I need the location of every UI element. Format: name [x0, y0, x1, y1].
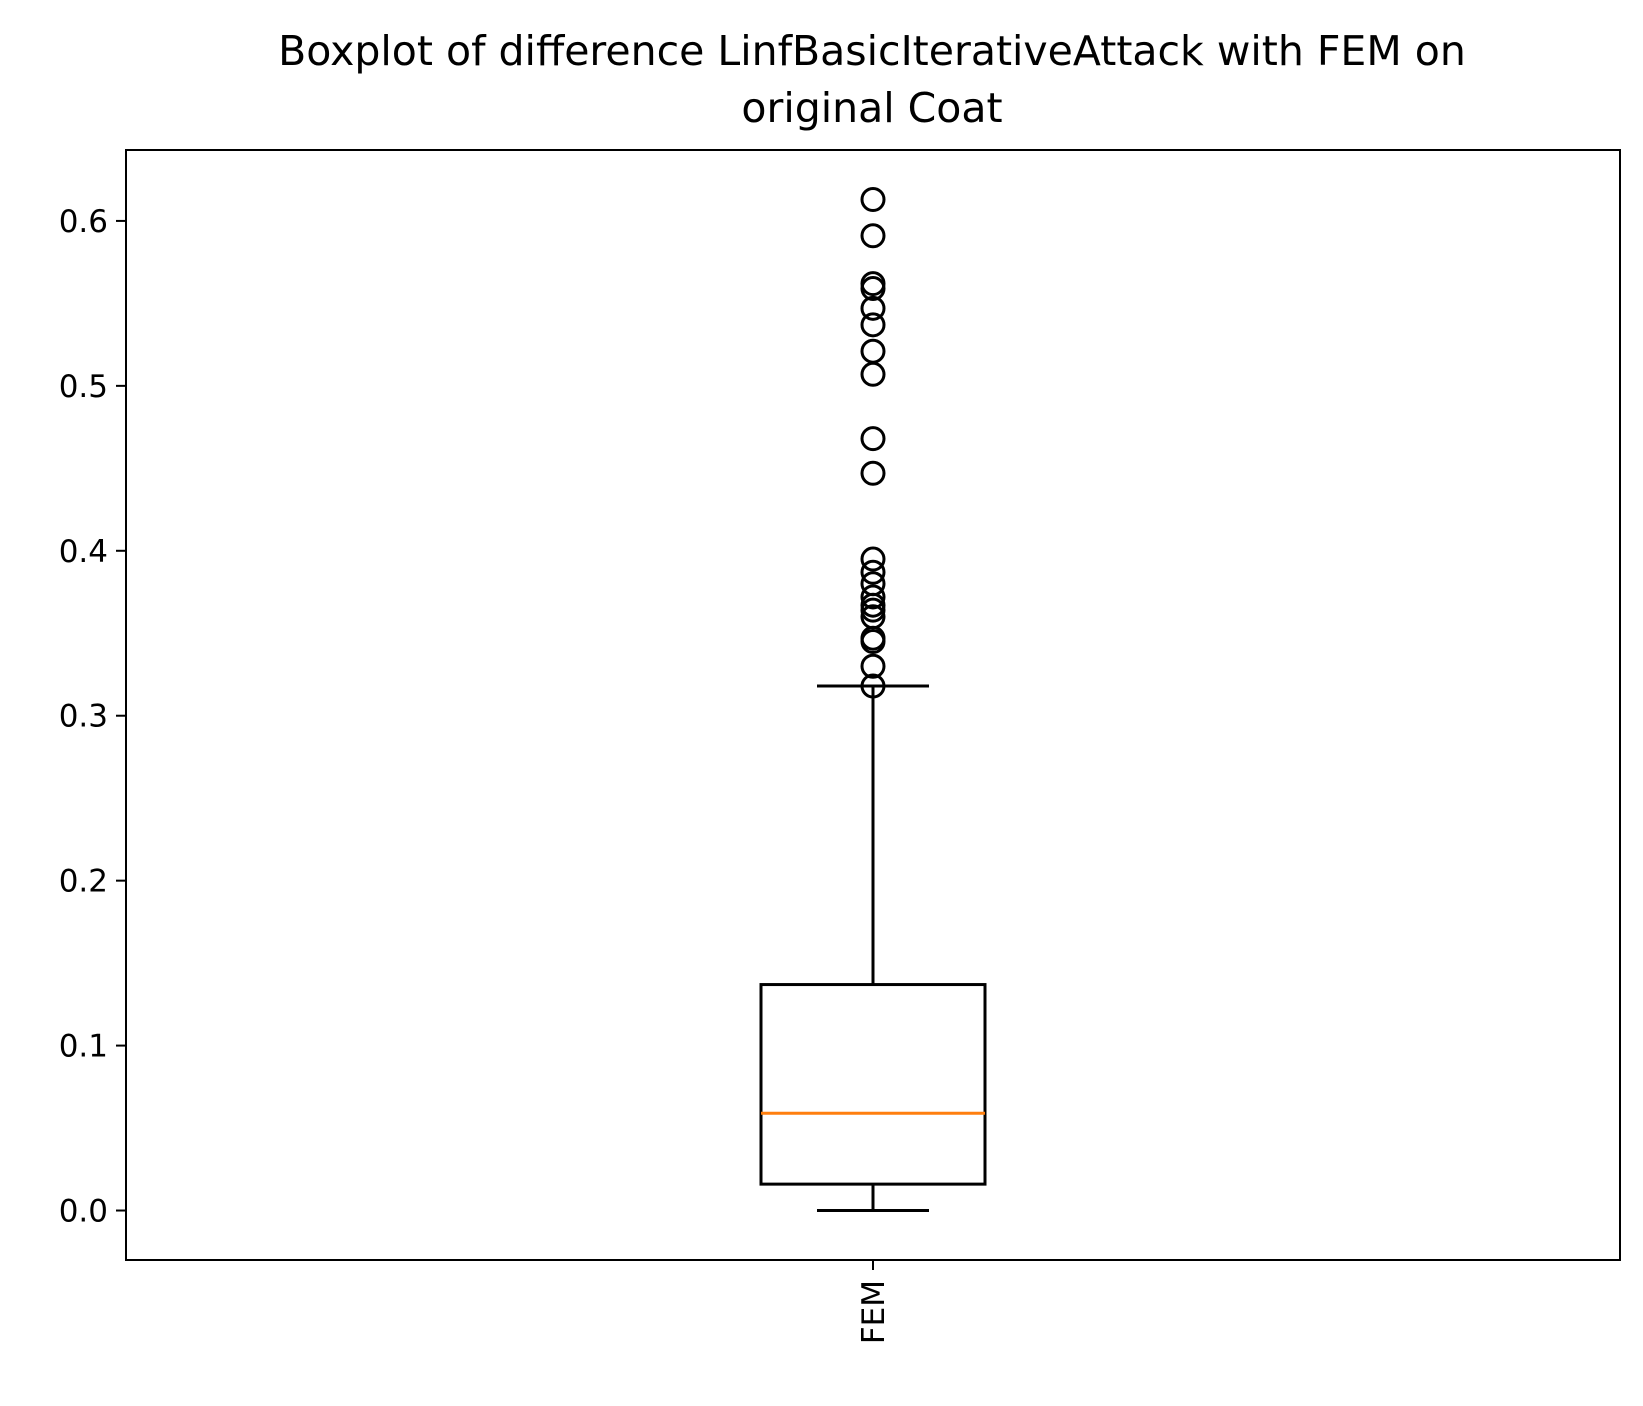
- axes-frame: [125, 149, 1621, 1261]
- y-tick-label: 0.4: [59, 534, 108, 570]
- y-tick-label: 0.0: [59, 1194, 108, 1230]
- outlier-point: [860, 271, 886, 297]
- outlier-point: [860, 426, 886, 452]
- x-tick-label: FEM: [856, 1280, 892, 1344]
- outlier-point: [860, 584, 886, 610]
- box-iqr: [759, 983, 987, 1186]
- plot-area: 0.0 0.1 0.2 0.3 0.4 0.5 0.6 FEM: [59, 186, 987, 1344]
- outlier-point: [860, 338, 886, 364]
- outlier-point: [860, 604, 886, 630]
- y-tick-label: 0.6: [59, 204, 108, 240]
- chart-title-line-1: Boxplot of difference LinfBasicIterative…: [278, 27, 1466, 75]
- outlier-point: [860, 559, 886, 585]
- outlier-point: [860, 653, 886, 679]
- outlier-point: [860, 312, 886, 338]
- outlier-point: [860, 460, 886, 486]
- y-tick-label: 0.5: [59, 369, 108, 405]
- y-tick-label: 0.1: [59, 1029, 108, 1065]
- outlier-point: [860, 186, 886, 212]
- y-tick-label: 0.2: [59, 864, 108, 900]
- outlier-point: [860, 571, 886, 597]
- outlier-point: [860, 673, 886, 699]
- y-tick-label: 0.3: [59, 699, 108, 735]
- chart-title-line-2: original Coat: [741, 84, 1002, 132]
- outlier-point: [860, 223, 886, 249]
- outlier-point: [860, 295, 886, 321]
- outlier-point: [860, 546, 886, 572]
